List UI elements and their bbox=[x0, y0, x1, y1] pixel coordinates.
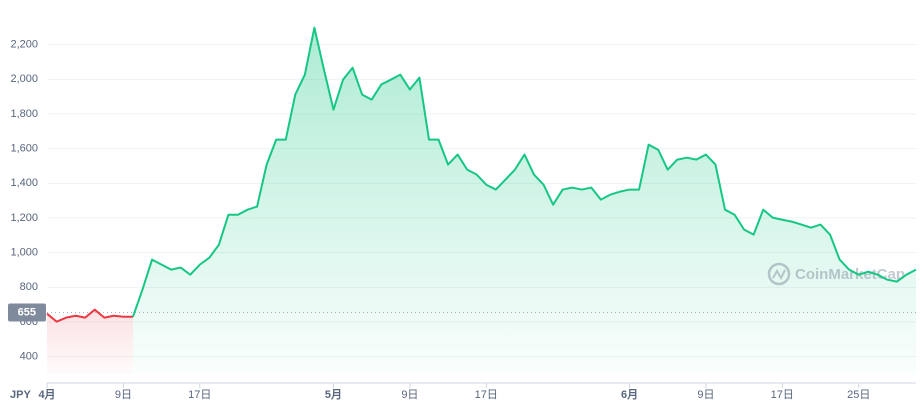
x-tick-label: 25日 bbox=[847, 389, 870, 401]
currency-label: JPY bbox=[10, 389, 31, 401]
x-tick-label: 9日 bbox=[697, 389, 714, 401]
area-fill bbox=[132, 27, 916, 375]
y-tick-label: 1,600 bbox=[10, 143, 38, 155]
x-tick-label: 9日 bbox=[115, 389, 132, 401]
watermark-text: CoinMarketCap bbox=[795, 266, 905, 283]
watermark: CoinMarketCap bbox=[767, 262, 905, 286]
price-line bbox=[132, 26, 917, 318]
reference-label: 655 bbox=[18, 306, 36, 318]
y-tick-label: 2,000 bbox=[10, 73, 38, 85]
x-tick-label: 17日 bbox=[188, 389, 211, 401]
x-tick-label: 9日 bbox=[401, 389, 418, 401]
y-tick-label: 2,200 bbox=[10, 39, 38, 51]
area-fill bbox=[47, 309, 133, 374]
y-tick-label: 1,800 bbox=[10, 108, 38, 120]
x-tick-label: 17日 bbox=[475, 389, 498, 401]
y-tick-label: 1,200 bbox=[10, 212, 38, 224]
reference-badge bbox=[8, 303, 46, 322]
x-tick-label: 17日 bbox=[771, 389, 794, 401]
y-tick-label: 1,000 bbox=[10, 247, 38, 259]
y-tick-label: 1,400 bbox=[10, 177, 38, 189]
y-tick-label: 800 bbox=[20, 281, 38, 293]
x-tick-label: 5月 bbox=[325, 388, 342, 401]
y-tick-label: 400 bbox=[20, 351, 38, 363]
x-tick-label: 4月 bbox=[38, 388, 55, 401]
x-tick-label: 6月 bbox=[621, 388, 638, 401]
price-line bbox=[46, 308, 133, 323]
